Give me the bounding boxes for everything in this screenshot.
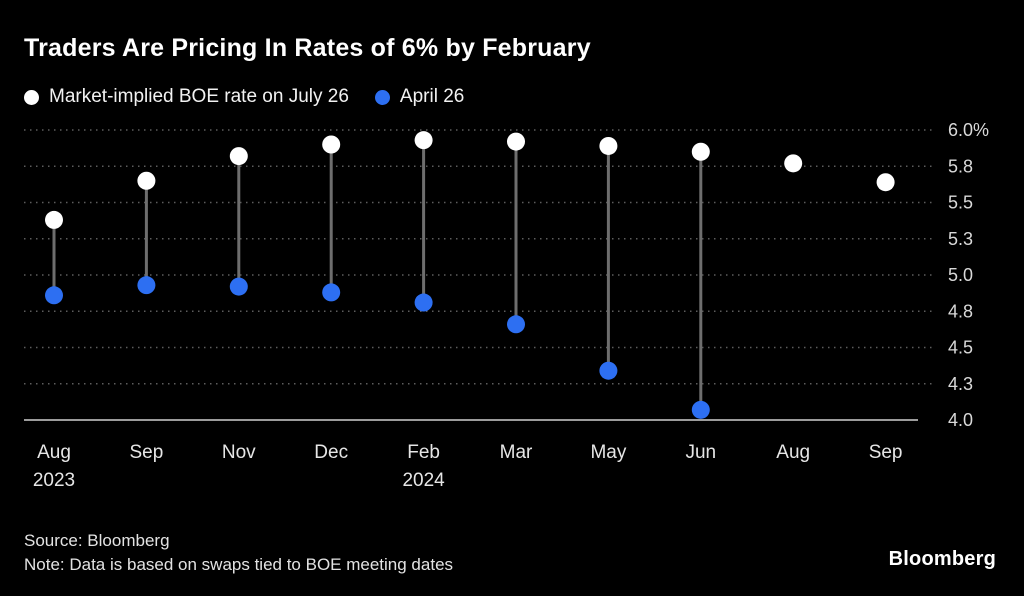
x-axis-tick-label: Aug — [776, 442, 810, 463]
data-point-july26 — [599, 136, 618, 155]
x-axis-tick-label: Mar — [500, 442, 533, 463]
legend-item-july26: Market-implied BOE rate on July 26 — [24, 86, 349, 108]
y-axis-tick-label: 4.3 — [948, 374, 973, 394]
y-axis-tick-label: 4.0 — [948, 410, 973, 430]
y-axis-tick-label: 5.8 — [948, 156, 973, 176]
data-point-july26 — [137, 171, 156, 190]
chart-title: Traders Are Pricing In Rates of 6% by Fe… — [24, 34, 591, 62]
legend-label-july26: Market-implied BOE rate on July 26 — [49, 86, 349, 107]
x-axis-tick-label: Sep — [129, 442, 163, 463]
y-axis-tick-label: 6.0% — [948, 120, 989, 140]
legend-label-april26: April 26 — [399, 86, 465, 107]
legend: Market-implied BOE rate on July 26 April… — [24, 86, 464, 108]
data-point-april26 — [507, 315, 525, 334]
data-point-april26 — [137, 276, 156, 295]
x-axis-tick-label: Nov — [222, 442, 256, 463]
data-point-april26 — [229, 277, 248, 296]
legend-item-april26: April 26 — [374, 86, 465, 108]
data-point-july26 — [45, 210, 63, 229]
y-axis-tick-label: 4.5 — [948, 338, 973, 358]
data-point-july26 — [507, 132, 525, 151]
y-axis-tick-label: 5.5 — [948, 193, 973, 213]
x-axis-tick-sublabel: 2023 — [33, 470, 75, 491]
data-point-july26 — [414, 131, 433, 150]
data-point-july26 — [876, 173, 895, 192]
source-text: Source: Bloomberg — [24, 531, 170, 550]
bloomberg-logo: Bloomberg — [888, 548, 996, 570]
x-axis-tick-label: Dec — [314, 442, 348, 463]
legend-marker-april26-icon — [374, 89, 390, 105]
y-axis-tick-label: 5.0 — [948, 265, 973, 285]
y-axis-tick-label: 4.8 — [948, 301, 973, 321]
x-axis-tick-label: Aug — [37, 442, 71, 463]
data-point-april26 — [45, 286, 63, 305]
data-point-april26 — [414, 293, 433, 312]
data-point-april26 — [322, 283, 341, 302]
legend-marker-july26-icon — [24, 89, 39, 105]
x-axis-tick-sublabel: 2024 — [402, 470, 445, 491]
data-point-april26 — [691, 400, 710, 419]
data-point-april26 — [599, 361, 618, 380]
data-point-july26 — [784, 154, 803, 173]
x-axis-tick-label: Feb — [407, 442, 440, 463]
data-point-july26 — [229, 147, 248, 166]
chart-footnotes: Source: Bloomberg Note: Data is based on… — [24, 529, 453, 577]
x-axis-tick-label: Jun — [685, 442, 716, 463]
x-axis-tick-label: Sep — [869, 442, 903, 463]
x-axis-tick-label: May — [590, 442, 626, 463]
data-point-july26 — [322, 135, 341, 154]
y-axis-tick-label: 5.3 — [948, 229, 973, 249]
data-point-july26 — [691, 142, 710, 161]
note-text: Note: Data is based on swaps tied to BOE… — [24, 555, 454, 574]
